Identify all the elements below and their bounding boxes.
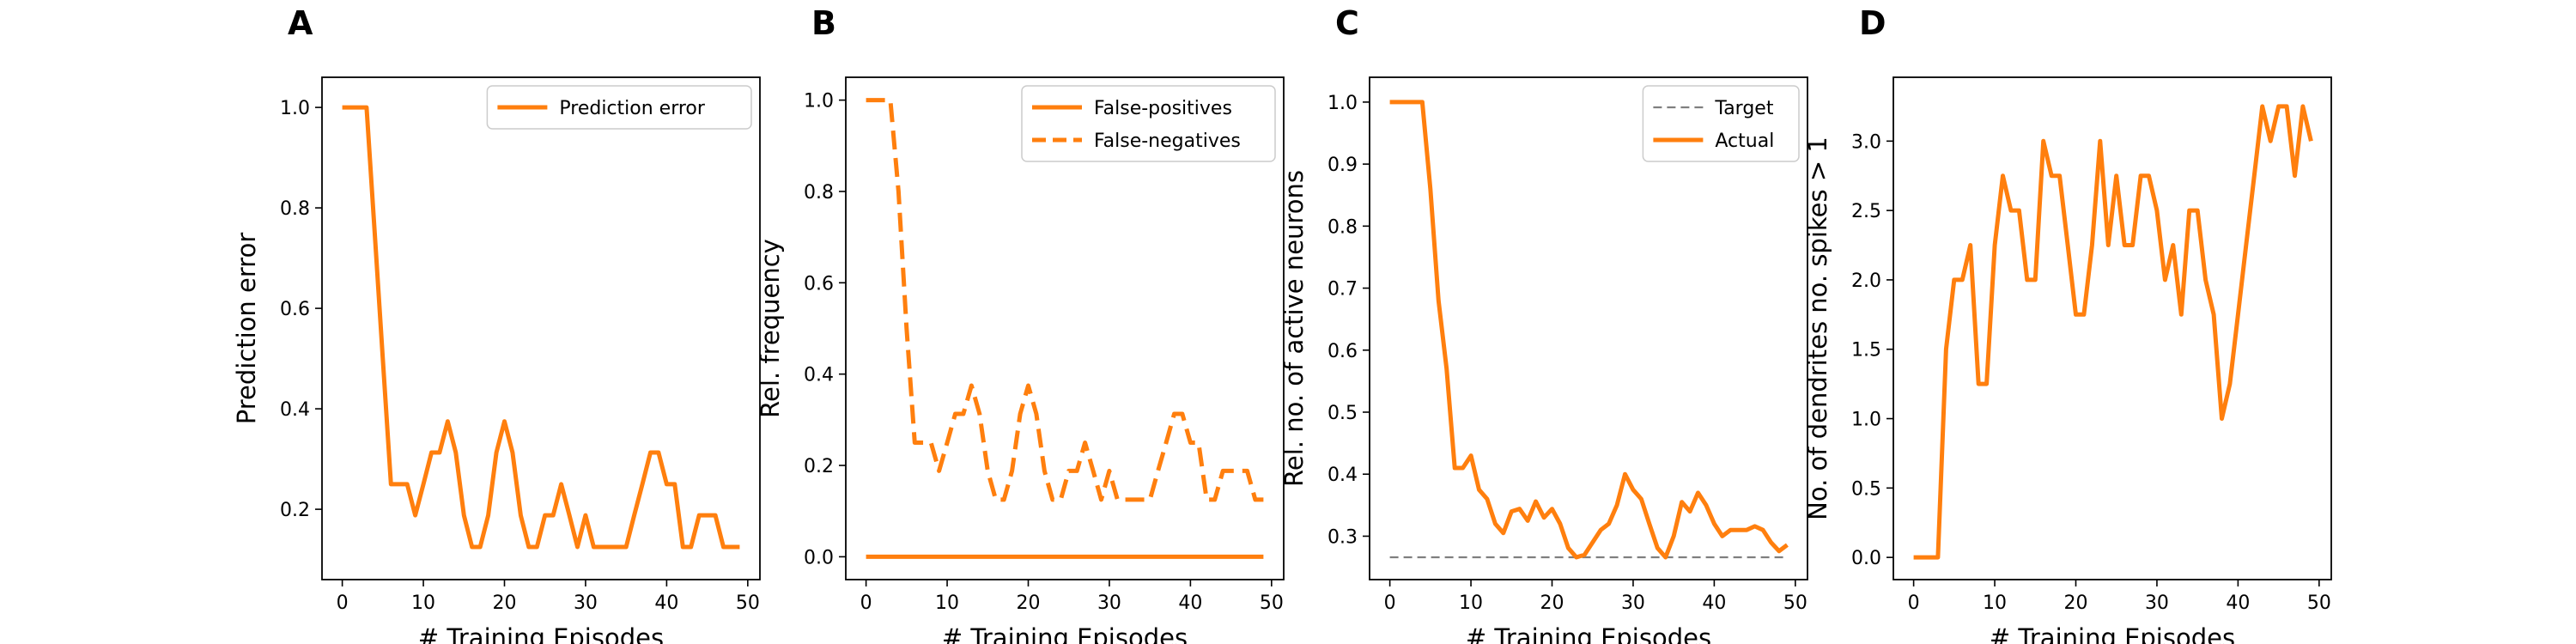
y-tick-label: 0.5 (1851, 478, 1881, 500)
legend-entry: Actual (1715, 131, 1774, 152)
x-tick-label: 50 (1783, 592, 1807, 614)
x-tick-label: 30 (2145, 592, 2169, 614)
legend: Target Actual (1642, 85, 1800, 162)
panel-label: C (1335, 4, 1359, 42)
x-axis-label: # Training Episodes (1466, 623, 1711, 644)
panel-label: B (811, 4, 836, 42)
x-tick-label: 0 (1384, 592, 1396, 614)
x-tick-label: 0 (1908, 592, 1920, 614)
series-line-false-negatives (866, 98, 1264, 502)
y-tick-label: 0.8 (280, 198, 310, 220)
y-tick-label: 2.0 (1851, 270, 1881, 292)
y-tick-label: 1.0 (1851, 410, 1881, 431)
x-tick-label: 20 (2064, 592, 2088, 614)
x-tick-label: 10 (1459, 592, 1483, 614)
legend: False-positives False-negatives (1021, 85, 1276, 162)
legend-box (1642, 85, 1800, 162)
legend-entry: Target (1714, 98, 1773, 119)
x-tick-label: 40 (654, 592, 678, 614)
panel-c: C 0 10 20 30 40 50 0.3 0.4 0.5 0.6 0.7 0.8 0.9 1.0 # Tr… (1279, 4, 1808, 644)
plot-frame (1893, 76, 2332, 580)
y-tick-label: 1.0 (1327, 93, 1358, 114)
x-tick-label: 50 (2307, 592, 2331, 614)
x-tick-label: 10 (935, 592, 959, 614)
panel-label: D (1859, 4, 1886, 42)
legend-box (486, 85, 752, 130)
x-tick-label: 40 (1702, 592, 1726, 614)
x-tick-label: 20 (1540, 592, 1564, 614)
y-tick-label: 2.5 (1851, 201, 1881, 222)
y-tick-label: 0.2 (280, 500, 310, 521)
x-axis-label: # Training Episodes (942, 623, 1188, 644)
y-tick-label: 3.0 (1851, 131, 1881, 153)
x-tick-label: 30 (574, 592, 598, 614)
y-tick-label: 0.4 (1327, 465, 1358, 486)
y-tick-label: 1.5 (1851, 340, 1881, 361)
y-axis-label: No. of dendrites no. spikes > 1 (1803, 137, 1832, 520)
x-tick-label: 40 (1178, 592, 1202, 614)
x-tick-label: 10 (411, 592, 435, 614)
panel-label: A (288, 4, 313, 42)
x-tick-label: 20 (1017, 592, 1041, 614)
y-tick-label: 1.0 (804, 91, 834, 112)
x-tick-label: 0 (337, 592, 349, 614)
x-tick-label: 40 (2226, 592, 2250, 614)
x-axis-label: # Training Episodes (1990, 623, 2235, 644)
series-line-data (1913, 104, 2313, 560)
legend-entry: False-negatives (1094, 131, 1241, 152)
legend-box (1021, 85, 1276, 162)
y-axis-label: Rel. frequency (756, 239, 785, 418)
panel-b: B 0 10 20 30 40 50 0.0 0.2 0.4 0.6 0.8 1.0 # Training… (756, 4, 1285, 644)
y-tick-label: 0.6 (280, 299, 310, 320)
y-tick-label: 0.4 (280, 399, 310, 421)
y-tick-label: 0.0 (804, 547, 834, 568)
x-tick-label: 30 (1621, 592, 1645, 614)
y-tick-label: 1.0 (280, 98, 310, 119)
panel-a: A 0 10 20 30 40 50 0.2 0.4 0.6 0.8 1.0 # Training Ep… (232, 4, 761, 644)
y-tick-label: 0.5 (1327, 403, 1358, 424)
y-tick-label: 0.4 (804, 365, 834, 386)
x-tick-label: 10 (1983, 592, 2007, 614)
y-tick-label: 0.2 (804, 456, 834, 477)
x-tick-label: 20 (493, 592, 517, 614)
y-tick-label: 0.8 (1327, 216, 1358, 238)
plot-frame (1369, 76, 1808, 580)
y-tick-label: 0.0 (1851, 548, 1881, 569)
plot-frame (321, 76, 761, 580)
legend-entry: False-positives (1094, 98, 1232, 119)
series-line-prediction-error (342, 105, 740, 550)
x-tick-label: 30 (1097, 592, 1121, 614)
series-line-actual (1389, 100, 1789, 560)
y-tick-label: 0.3 (1327, 526, 1358, 548)
y-tick-label: 0.8 (804, 182, 834, 204)
x-tick-label: 50 (1260, 592, 1284, 614)
y-tick-label: 0.7 (1327, 279, 1358, 301)
y-tick-label: 0.6 (1327, 341, 1358, 362)
y-tick-label: 0.6 (804, 273, 834, 295)
plot-frame (845, 76, 1285, 580)
x-tick-label: 0 (860, 592, 872, 614)
x-tick-label: 50 (736, 592, 760, 614)
legend-entry: Prediction error (559, 98, 705, 119)
legend: Prediction error (486, 85, 752, 130)
y-tick-label: 0.9 (1327, 155, 1358, 176)
y-axis-label: Prediction error (232, 233, 261, 425)
panel-d: D 0 10 20 30 40 50 0.0 0.5 1.0 1.5 2.0 2.5 3.0 # Train… (1803, 4, 2332, 644)
y-axis-label: Rel. no. of active neurons (1279, 170, 1309, 487)
x-axis-label: # Training Episodes (418, 623, 664, 644)
